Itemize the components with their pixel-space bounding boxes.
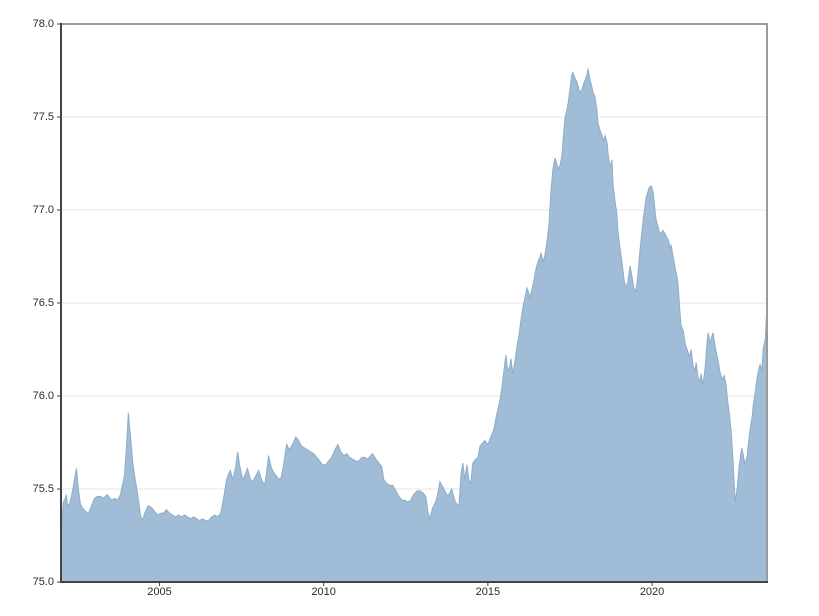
y-axis-tick-label-77.5: 77.5	[32, 110, 54, 123]
y-axis-tick-label-75.5: 75.5	[32, 482, 54, 495]
x-axis-tick-label-2010: 2010	[311, 586, 336, 598]
y-axis-tick-label-76.0: 76.0	[32, 389, 54, 402]
x-axis-tick-label-2020: 2020	[639, 586, 665, 598]
y-axis-tick-label-78.0: 78.0	[32, 17, 54, 30]
y-axis-tick-label-76.5: 76.5	[32, 296, 54, 309]
x-axis-tick-label-2005: 2005	[147, 586, 172, 598]
x-axis-tick-label-2015: 2015	[475, 586, 501, 598]
area-series-fill	[61, 68, 767, 583]
area-series-line	[60, 68, 768, 570]
y-axis-tick-label-77.0: 77.0	[32, 203, 54, 216]
y-axis-tick-label-75.0: 75.0	[32, 575, 54, 588]
